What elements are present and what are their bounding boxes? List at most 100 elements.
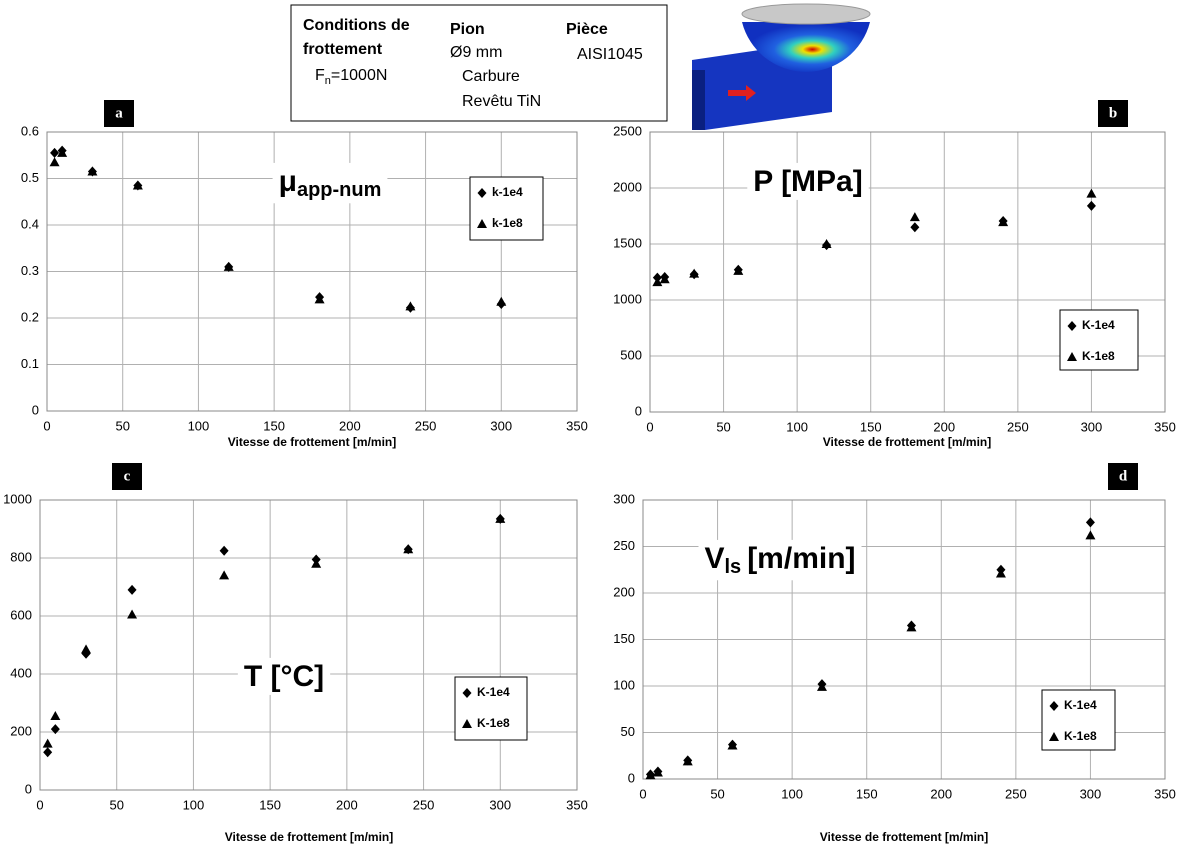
x-tick-label: 350 xyxy=(1154,786,1176,801)
data-point xyxy=(495,513,506,523)
y-tick-label: 100 xyxy=(613,677,635,692)
x-tick-label: 300 xyxy=(1081,419,1103,434)
y-tick-label: 200 xyxy=(10,723,32,738)
x-tick-label: 150 xyxy=(263,418,285,433)
y-tick-label: 0 xyxy=(635,403,642,418)
pin xyxy=(742,22,870,72)
panel-tag-box xyxy=(1108,463,1138,490)
panel-tag-box xyxy=(112,463,142,490)
data-point xyxy=(50,147,60,158)
y-tick-label: 0.5 xyxy=(21,170,39,185)
data-point xyxy=(405,301,416,311)
data-point xyxy=(132,180,143,190)
x-tick-label: 0 xyxy=(43,418,50,433)
y-tick-label: 400 xyxy=(10,665,32,680)
legend-marker xyxy=(1049,701,1059,711)
y-tick-label: 0.3 xyxy=(21,263,39,278)
data-point xyxy=(652,767,663,777)
data-point xyxy=(81,644,92,654)
data-point xyxy=(219,545,229,556)
chart: 0 50 100 150 200 250 300 0 50 100 150 200 250 300 350 V… xyxy=(613,463,1176,844)
data-point xyxy=(906,622,917,632)
data-point xyxy=(1085,517,1095,528)
x-tick-label: 350 xyxy=(566,418,588,433)
data-point xyxy=(910,222,920,233)
data-point xyxy=(659,274,670,284)
data-point xyxy=(995,568,1006,578)
legend-label: K-1e4 xyxy=(1064,698,1097,712)
x-tick-label: 0 xyxy=(639,786,646,801)
legend-label: K-1e4 xyxy=(1082,318,1115,332)
title-subscript: app-num xyxy=(297,179,381,201)
x-tick-label: 100 xyxy=(786,419,808,434)
data-point xyxy=(57,147,68,157)
y-tick-label: 2000 xyxy=(613,179,642,194)
panel-tag-box xyxy=(1098,100,1128,127)
x-tick-label: 100 xyxy=(183,797,205,812)
title-text: P [MPa] xyxy=(753,165,862,198)
legend-label: K-1e8 xyxy=(1064,729,1097,743)
data-point xyxy=(1086,200,1096,211)
x-axis-label: Vitesse de frottement [m/min] xyxy=(823,435,991,449)
simulation-image xyxy=(692,3,871,130)
data-point xyxy=(652,277,663,287)
x-tick-label: 300 xyxy=(1080,786,1102,801)
y-tick-label: 800 xyxy=(10,549,32,564)
data-point xyxy=(43,747,53,758)
y-tick-label: 600 xyxy=(10,607,32,622)
info-text: =1000N xyxy=(331,67,388,84)
data-point xyxy=(50,711,61,721)
x-tick-label: 0 xyxy=(646,419,653,434)
data-point xyxy=(496,296,507,306)
info-text: AISI1045 xyxy=(577,46,643,63)
legend-label: k-1e4 xyxy=(492,185,523,199)
legend-marker xyxy=(1067,321,1077,331)
x-axis-label: Vitesse de frottement [m/min] xyxy=(228,435,396,449)
x-tick-label: 150 xyxy=(860,419,882,434)
legend-box xyxy=(469,176,544,241)
data-point xyxy=(403,544,414,554)
x-tick-label: 250 xyxy=(1005,786,1027,801)
legend-label: K-1e8 xyxy=(477,716,510,730)
info-text: Pion xyxy=(450,21,485,38)
info-text: Fn=1000N xyxy=(315,67,387,87)
x-tick-label: 50 xyxy=(115,418,129,433)
x-tick-label: 200 xyxy=(933,419,955,434)
y-tick-label: 200 xyxy=(613,584,635,599)
plot-frame xyxy=(642,499,1166,780)
legend-label: k-1e8 xyxy=(492,216,523,230)
data-point xyxy=(998,217,1009,227)
data-point xyxy=(1085,530,1096,540)
x-tick-label: 150 xyxy=(259,797,281,812)
x-tick-label: 300 xyxy=(489,797,511,812)
info-box: Conditions de frottement Fn=1000N Pion Ø… xyxy=(290,4,668,122)
y-tick-label: 300 xyxy=(613,491,635,506)
title-text: T [°C] xyxy=(244,660,324,693)
title-text: μ xyxy=(279,165,297,198)
data-point xyxy=(49,157,60,167)
data-point xyxy=(223,261,234,271)
legend-marker xyxy=(477,219,487,228)
y-tick-label: 0.1 xyxy=(21,356,39,371)
data-point xyxy=(645,770,656,780)
y-tick-label: 1000 xyxy=(613,291,642,306)
legend-marker xyxy=(462,719,472,728)
chart-title: P [MPa] xyxy=(753,165,862,198)
y-tick-label: 0.4 xyxy=(21,216,39,231)
legend-label: K-1e8 xyxy=(1082,349,1115,363)
panel-tag: b xyxy=(1109,105,1117,121)
data-point xyxy=(1086,188,1097,198)
y-tick-label: 0 xyxy=(25,781,32,796)
x-tick-label: 350 xyxy=(1154,419,1176,434)
title-background xyxy=(698,539,862,581)
panel-tag-box xyxy=(104,100,134,127)
panel-tag: a xyxy=(115,105,123,121)
x-tick-label: 150 xyxy=(856,786,878,801)
x-tick-label: 50 xyxy=(710,786,724,801)
title-text: V xyxy=(704,542,724,575)
pin-top xyxy=(741,3,871,25)
data-point xyxy=(42,738,53,748)
data-point xyxy=(909,212,920,222)
legend-box xyxy=(454,676,528,741)
